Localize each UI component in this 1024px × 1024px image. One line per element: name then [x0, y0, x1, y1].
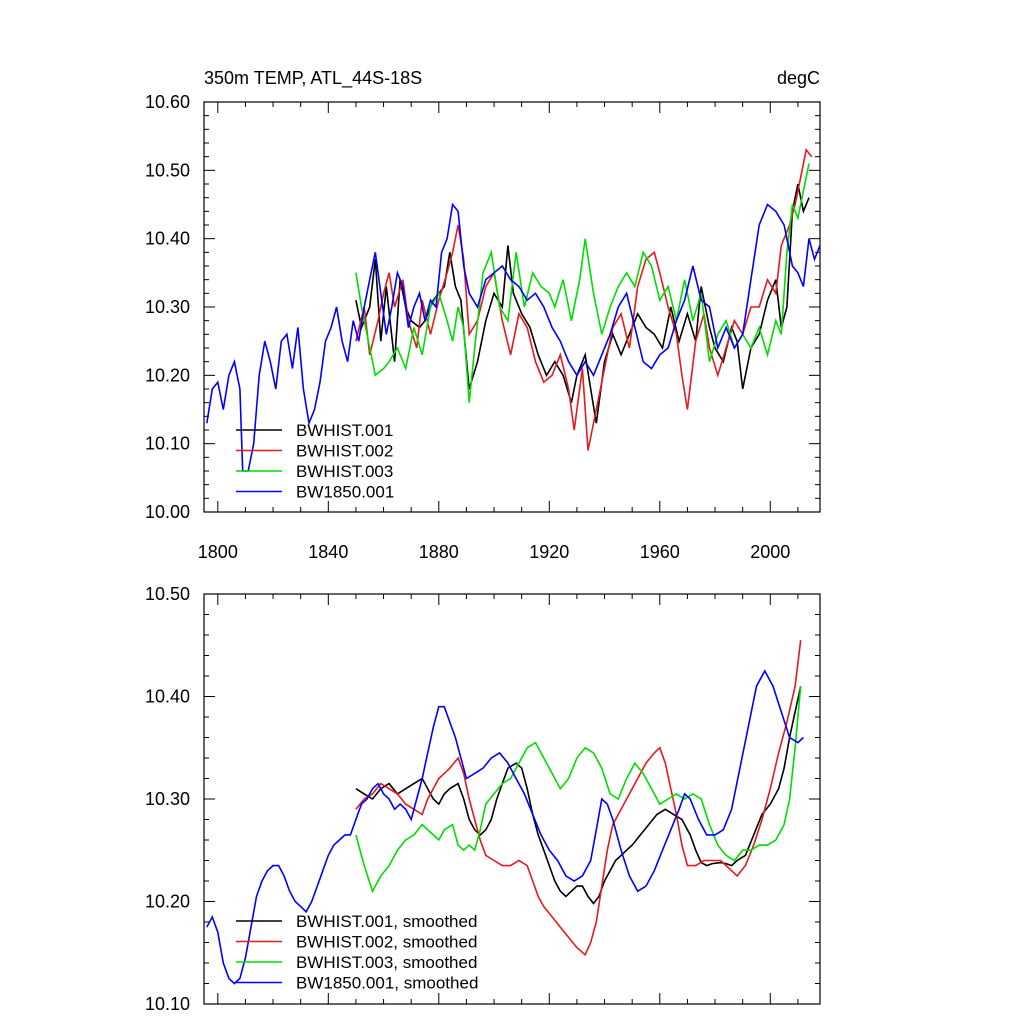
y-tick-label: 10.00	[145, 502, 190, 522]
y-tick-label: 10.10	[145, 994, 190, 1014]
y-tick-label: 10.40	[145, 687, 190, 707]
series-line-bw1850-001	[206, 202, 820, 472]
y-tick-label: 10.20	[145, 365, 190, 385]
series-line-bwhist-003-smoothed	[355, 686, 802, 894]
y-tick-label: 10.50	[145, 584, 190, 604]
legend-label: BWHIST.003, smoothed	[296, 953, 477, 972]
legend-label: BWHIST.001, smoothed	[296, 912, 477, 931]
x-tick-label: 1800	[198, 542, 238, 562]
y-tick-label: 10.40	[145, 229, 190, 249]
legend-label: BWHIST.002, smoothed	[296, 933, 477, 952]
series-line-bw1850-001-smoothed	[206, 669, 804, 985]
bottom-plot-area: 10.10 10.20 10.30 10.40 10.50 BWHIST.001, smo…	[145, 584, 821, 1014]
y-tick-label: 10.20	[145, 892, 190, 912]
legend-label: BW1850.001, smoothed	[296, 974, 478, 993]
x-tick-label: 2000	[750, 542, 790, 562]
y-tick-label: 10.30	[145, 789, 190, 809]
legend-label: BWHIST.003	[296, 462, 393, 481]
series-line-bwhist-002	[355, 147, 813, 451]
y-tick-label: 10.50	[145, 160, 190, 180]
top-chart-units: degC	[777, 68, 820, 88]
x-tick-label: 1840	[308, 542, 348, 562]
top-chart-title: 350m TEMP, ATL_44S-18S	[204, 68, 422, 89]
y-tick-label: 10.10	[145, 434, 190, 454]
x-tick-label: 1960	[640, 542, 680, 562]
x-tick-label: 1920	[529, 542, 569, 562]
y-tick-label: 10.60	[145, 92, 190, 112]
y-tick-label: 10.30	[145, 297, 190, 317]
legend-label: BWHIST.001	[296, 421, 393, 440]
legend-label: BW1850.001	[296, 483, 394, 502]
series-line-bwhist-002-smoothed	[355, 640, 802, 957]
top-panel: 350m TEMP, ATL_44S-18S degC 10.0010.1010…	[145, 68, 821, 562]
x-tick-label: 1880	[419, 542, 459, 562]
bottom-panel: 10.10 10.20 10.30 10.40 10.50 BWHIST.001, smo…	[145, 584, 821, 1014]
top-plot-area: 10.00 10.10 10.20 10.30 10.40 10.50 10.60 1800 1…	[145, 92, 821, 562]
legend-label: BWHIST.002	[296, 442, 393, 461]
